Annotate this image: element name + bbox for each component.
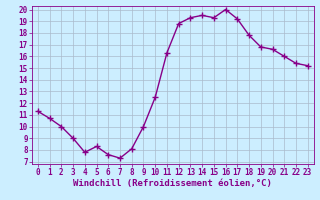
X-axis label: Windchill (Refroidissement éolien,°C): Windchill (Refroidissement éolien,°C) (73, 179, 272, 188)
